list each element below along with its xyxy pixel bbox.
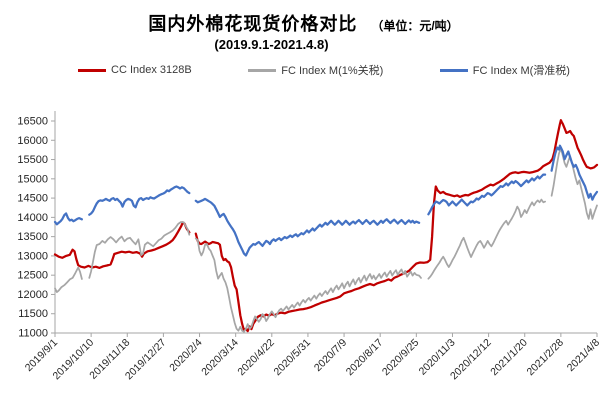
- svg-text:2020/9/25: 2020/9/25: [380, 337, 422, 379]
- page-title: 国内外棉花现货价格对比: [148, 14, 358, 34]
- svg-text:2021/2/28: 2021/2/28: [525, 337, 567, 379]
- legend-label: FC Index M(1%关税): [281, 65, 384, 77]
- svg-text:2020/2/4: 2020/2/4: [167, 337, 204, 374]
- subtitle-row: (2019.9.1-2021.4.8): [0, 36, 607, 54]
- svg-text:11000: 11000: [18, 328, 48, 340]
- svg-text:13500: 13500: [17, 231, 48, 243]
- chart-header: 国内外棉花现货价格对比 （单位：元/吨）: [0, 10, 607, 36]
- legend-label: CC Index 3128B: [111, 64, 192, 76]
- svg-text:15000: 15000: [17, 173, 48, 185]
- red-line-swatch-icon: [78, 68, 106, 72]
- svg-text:16000: 16000: [17, 135, 48, 147]
- legend-item-cc-index[interactable]: CC Index 3128B: [78, 64, 192, 76]
- blue-line-swatch-icon: [439, 68, 468, 72]
- svg-text:14000: 14000: [17, 212, 48, 224]
- svg-text:16500: 16500: [17, 116, 48, 128]
- svg-text:2021/1/20: 2021/1/20: [488, 337, 530, 379]
- svg-text:15500: 15500: [17, 154, 48, 166]
- svg-text:12500: 12500: [17, 270, 48, 282]
- svg-text:2020/5/31: 2020/5/31: [272, 337, 314, 379]
- svg-text:2020/4/22: 2020/4/22: [235, 337, 277, 379]
- svg-text:2020/3/14: 2020/3/14: [199, 337, 241, 379]
- legend-item-fc-index-1pct[interactable]: FC Index M(1%关税): [248, 62, 383, 78]
- svg-text:2020/8/17: 2020/8/17: [344, 337, 386, 379]
- date-range-subtitle: (2019.9.1-2021.4.8): [214, 37, 329, 52]
- gray-line-swatch-icon: [248, 68, 277, 72]
- svg-text:12000: 12000: [17, 289, 48, 301]
- svg-text:11500: 11500: [18, 308, 48, 320]
- chart-legend: CC Index 3128B FC Index M(1%关税) FC Index…: [78, 62, 570, 78]
- legend-label: FC Index M(滑准税): [472, 65, 570, 77]
- legend-item-fc-index-sliding[interactable]: FC Index M(滑准税): [439, 62, 570, 78]
- unit-label: （单位：元/吨）: [371, 19, 459, 33]
- svg-text:13000: 13000: [17, 250, 48, 262]
- svg-text:2021/4/8: 2021/4/8: [565, 337, 602, 374]
- svg-text:14500: 14500: [17, 193, 48, 205]
